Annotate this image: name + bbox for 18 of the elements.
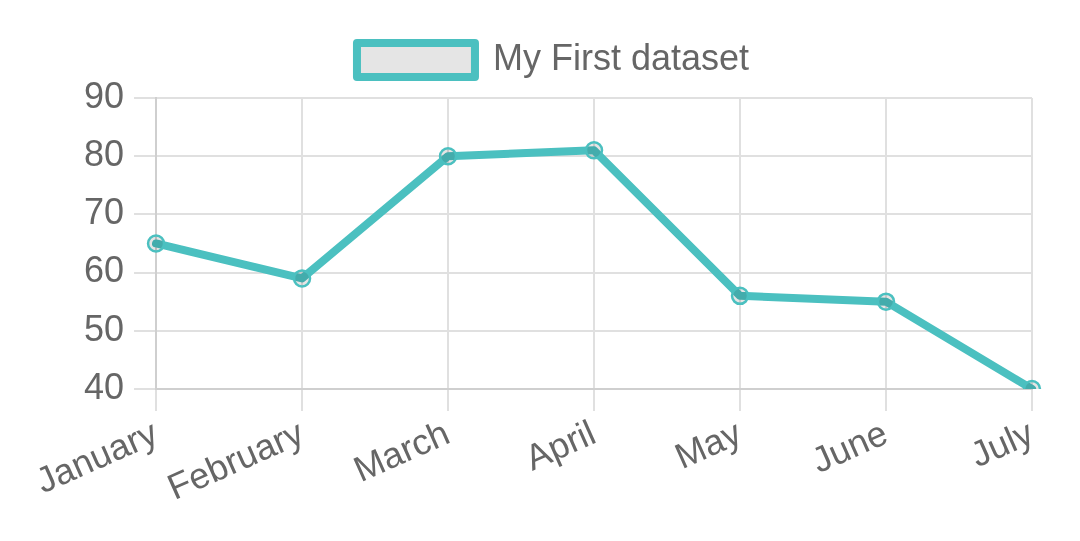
- y-tick-label: 70: [84, 191, 125, 233]
- y-tick-label: 50: [84, 307, 125, 349]
- point: [292, 269, 312, 288]
- y-tick-label: 60: [84, 249, 125, 291]
- point: [438, 146, 458, 166]
- x-tick-label: March: [347, 411, 456, 490]
- y-tick-label: 40: [84, 365, 125, 407]
- x-tick-label: May: [668, 411, 748, 477]
- y-tick-label: 90: [84, 74, 125, 116]
- x-tick-label: July: [964, 411, 1040, 476]
- point: [730, 286, 750, 306]
- x-tick-label: April: [518, 411, 602, 479]
- point: [146, 234, 166, 253]
- point: [584, 141, 604, 160]
- point: [876, 292, 896, 311]
- x-tick-label: June: [805, 411, 894, 481]
- y-tick-label: 80: [84, 133, 125, 175]
- legend-label: My First dataset: [492, 36, 750, 78]
